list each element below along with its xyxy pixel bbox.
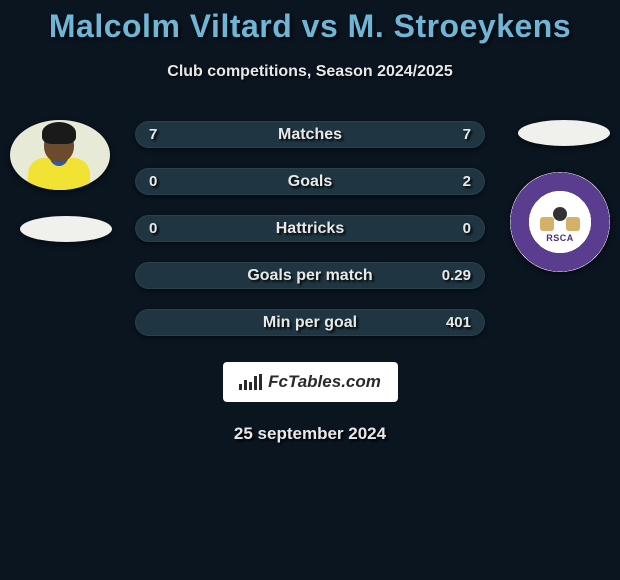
date-text: 25 september 2024 [0,424,620,444]
player-left-club-placeholder [20,216,112,242]
stat-left-value: 0 [149,220,157,237]
stat-label: Hattricks [276,220,344,238]
player-left-avatar [10,120,110,190]
stat-left-value: 0 [149,173,157,190]
stat-label: Goals per match [247,267,372,285]
stat-left-value: 7 [149,126,157,143]
player-right-avatar-placeholder [518,120,610,146]
stat-right-value: 0.29 [442,267,471,284]
stat-row: 0 Hattricks 0 [135,215,485,242]
stat-label: Min per goal [263,314,357,332]
stat-row: Min per goal 401 [135,309,485,336]
subtitle: Club competitions, Season 2024/2025 [0,63,620,81]
badge-text: FcTables.com [268,372,381,392]
bar-chart-icon [239,374,262,390]
stat-label: Goals [288,173,332,191]
stat-label: Matches [278,126,342,144]
stat-row: 7 Matches 7 [135,121,485,148]
page-title: Malcolm Viltard vs M. Stroeykens [0,0,620,45]
stat-right-value: 7 [463,126,471,143]
stat-row: Goals per match 0.29 [135,262,485,289]
stat-row: 0 Goals 2 [135,168,485,195]
stat-right-value: 2 [463,173,471,190]
stat-right-value: 0 [463,220,471,237]
fctables-badge[interactable]: FcTables.com [223,362,398,402]
stat-right-value: 401 [446,314,471,331]
player-right-club-crest: RSCA [510,172,610,272]
crest-letters: RSCA [546,233,574,243]
